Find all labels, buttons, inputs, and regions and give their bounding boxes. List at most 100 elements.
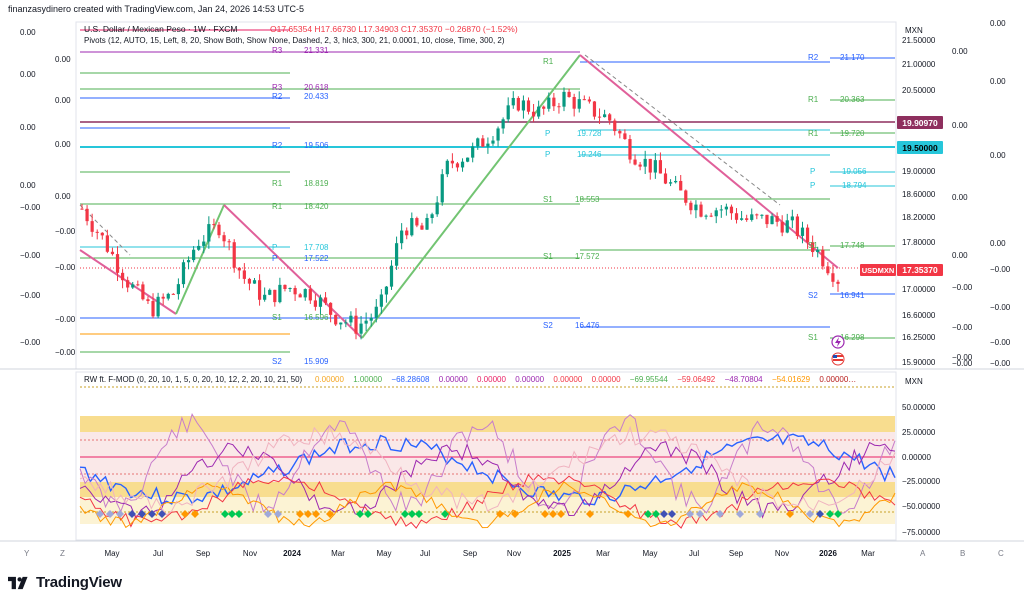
- pivot-tag: S2: [272, 357, 282, 366]
- indicator-tick: −25.00000: [902, 477, 941, 486]
- time-axis-label: Mar: [331, 549, 345, 558]
- signal-marker: [356, 510, 364, 518]
- price-tick-label: 17.00000: [902, 285, 936, 294]
- pivot-tag: R1: [272, 179, 283, 188]
- candle-body: [587, 99, 591, 102]
- signal-marker: [326, 510, 334, 518]
- time-axis-label: Sep: [463, 549, 478, 558]
- indicator-value: −68.28608: [391, 375, 430, 384]
- candle-body: [516, 97, 520, 111]
- signal-marker: [549, 510, 557, 518]
- candle-body: [765, 214, 769, 225]
- candle-body: [293, 287, 297, 295]
- oscillator-lines: [79, 413, 896, 529]
- pivot-value: 17.572: [575, 252, 600, 261]
- left-zero-label: −0.00: [20, 251, 41, 260]
- candle-body: [440, 174, 444, 203]
- candle-body: [704, 215, 708, 217]
- candle-body: [679, 180, 683, 191]
- candle-body: [790, 216, 794, 221]
- price-badge-last: USDMXN 17.35370: [860, 264, 943, 276]
- candle-body: [618, 131, 622, 134]
- candle-body: [131, 284, 135, 288]
- candle-body: [263, 294, 267, 300]
- pivot-tag: P: [810, 167, 815, 176]
- candle-body: [537, 106, 541, 117]
- signal-marker: [364, 510, 372, 518]
- pivot-tag: R3: [272, 46, 283, 55]
- left-zero-label: −0.00: [55, 315, 76, 324]
- left-zero-label: 0.00: [20, 70, 36, 79]
- signal-marker: [826, 510, 834, 518]
- candle-body: [318, 297, 323, 307]
- candle-body: [252, 280, 257, 284]
- signal-marker: [304, 510, 312, 518]
- pivot-value: 20.433: [304, 92, 329, 101]
- pivot-tag: S2: [808, 291, 818, 300]
- indicator-tick: −50.00000: [902, 502, 941, 511]
- oscillator-line: [79, 413, 896, 514]
- candle-body: [237, 267, 241, 271]
- candle-body: [115, 254, 120, 273]
- candle-body: [176, 284, 181, 295]
- pivots-indicator-label[interactable]: Pivots (12, AUTO, 15, Left, 8, 20, Show …: [84, 36, 505, 45]
- candle-body: [369, 317, 373, 321]
- candle-body: [476, 138, 480, 147]
- oscillator-line: [79, 440, 896, 520]
- candle-body: [339, 322, 343, 325]
- candle-body: [257, 280, 262, 300]
- lightning-icon[interactable]: [831, 335, 845, 349]
- candle-body: [501, 119, 505, 129]
- pivot-value: 16.476: [575, 321, 600, 330]
- candle-body: [217, 224, 221, 236]
- indicator-title[interactable]: RW ft. F-MOD (0, 20, 10, 1, 5, 0, 20, 10…: [84, 375, 303, 384]
- candle-body: [557, 106, 561, 108]
- left-zero-label: 0.00: [55, 55, 71, 64]
- indicator-tick: −75.00000: [902, 528, 941, 537]
- price-tick-label: 16.60000: [902, 311, 936, 320]
- left-zero-label: 0.00: [55, 96, 71, 105]
- pivot-tag: S1: [272, 313, 282, 322]
- candle-body: [572, 96, 576, 109]
- price-axis[interactable]: 21.50000 21.00000 20.50000 19.00000 18.60000…: [902, 36, 936, 367]
- candle-body: [684, 190, 688, 203]
- pivot-tag: S1: [808, 241, 818, 250]
- signal-marker: [806, 510, 814, 518]
- candle-body: [141, 284, 145, 300]
- pivot-tag: R1: [808, 129, 819, 138]
- candle-body: [242, 270, 246, 279]
- pivot-tag: R2: [272, 92, 283, 101]
- indicator-value: −69.95544: [630, 375, 669, 384]
- signal-marker: [191, 510, 199, 518]
- indicator-pane[interactable]: [75, 371, 897, 541]
- time-axis-label: Sep: [729, 549, 744, 558]
- tradingview-brand[interactable]: TradingView: [8, 574, 122, 591]
- signal-marker: [668, 510, 676, 518]
- indicator-axis[interactable]: 50.00000 25.00000 0.00000 −25.00000 −50.0000…: [902, 403, 941, 537]
- symbol-title[interactable]: U.S. Dollar / Mexican Peso · 1W · FXCM: [84, 24, 238, 34]
- flag-icon[interactable]: [831, 352, 845, 366]
- candle-body: [755, 214, 759, 216]
- candle-body: [156, 296, 160, 317]
- candle-body: [821, 249, 825, 267]
- pivot-value: 16.941: [840, 291, 865, 300]
- pivot-tag: R1: [272, 202, 283, 211]
- price-pane[interactable]: [75, 21, 897, 370]
- candle-body: [161, 296, 165, 299]
- candle-body: [110, 251, 115, 255]
- candle-body: [232, 242, 236, 268]
- candle-body: [653, 160, 657, 173]
- indicator-value: 0.00000: [477, 375, 506, 384]
- candle-body: [714, 210, 718, 217]
- indicator-tick: 50.00000: [902, 403, 936, 412]
- candle-body: [344, 322, 348, 324]
- signal-marker: [96, 510, 104, 518]
- candle-body: [410, 218, 414, 236]
- indicator-value: 0.00000…: [819, 375, 856, 384]
- indicator-value: 0.00000: [515, 375, 544, 384]
- candle-body: [166, 293, 170, 299]
- time-axis[interactable]: May Jul Sep Nov 2024 Mar May Jul Sep Nov 2025 Mar Ma…: [104, 549, 875, 558]
- pivot-tag: R3: [272, 83, 283, 92]
- indicator-value: 0.00000: [315, 375, 344, 384]
- signal-marker: [235, 510, 243, 518]
